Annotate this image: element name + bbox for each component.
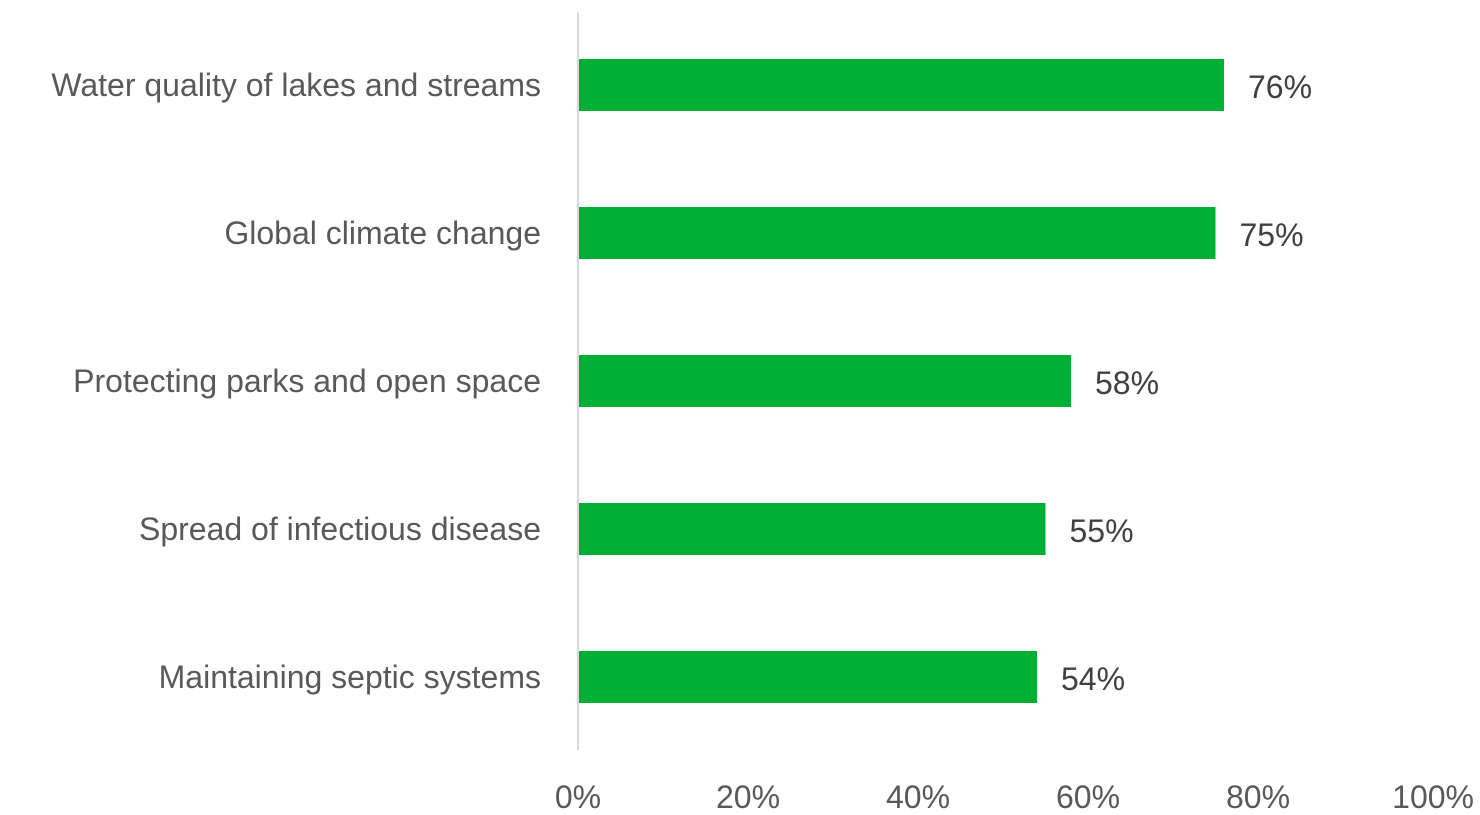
bar-5 <box>578 651 1037 703</box>
x-tick-label: 40% <box>886 779 950 815</box>
x-tick-label: 20% <box>716 779 780 815</box>
x-tick-label: 80% <box>1226 779 1290 815</box>
x-tick-label: 0% <box>555 779 601 815</box>
category-label: Protecting parks and open space <box>73 363 541 399</box>
category-label: Spread of infectious disease <box>139 511 541 547</box>
data-label: 58% <box>1095 365 1159 401</box>
bar-3 <box>578 355 1071 407</box>
category-label: Maintaining septic systems <box>159 659 541 695</box>
category-label: Water quality of lakes and streams <box>51 67 541 103</box>
data-label: 55% <box>1070 513 1134 549</box>
category-labels-group: Water quality of lakes and streams Global… <box>51 67 541 695</box>
bars-group <box>578 59 1224 703</box>
bar-2 <box>578 207 1216 259</box>
bar-4 <box>578 503 1046 555</box>
data-label: 54% <box>1061 661 1125 697</box>
x-tick-label: 100% <box>1392 779 1474 815</box>
data-label: 76% <box>1248 69 1312 105</box>
x-tick-labels-group: 0% 20% 40% 60% 80% 100% <box>555 779 1474 815</box>
x-tick-label: 60% <box>1056 779 1120 815</box>
data-label: 75% <box>1240 217 1304 253</box>
bar-1 <box>578 59 1224 111</box>
data-labels-group: 76% 75% 58% 55% 54% <box>1061 69 1312 697</box>
category-label: Global climate change <box>224 215 541 251</box>
